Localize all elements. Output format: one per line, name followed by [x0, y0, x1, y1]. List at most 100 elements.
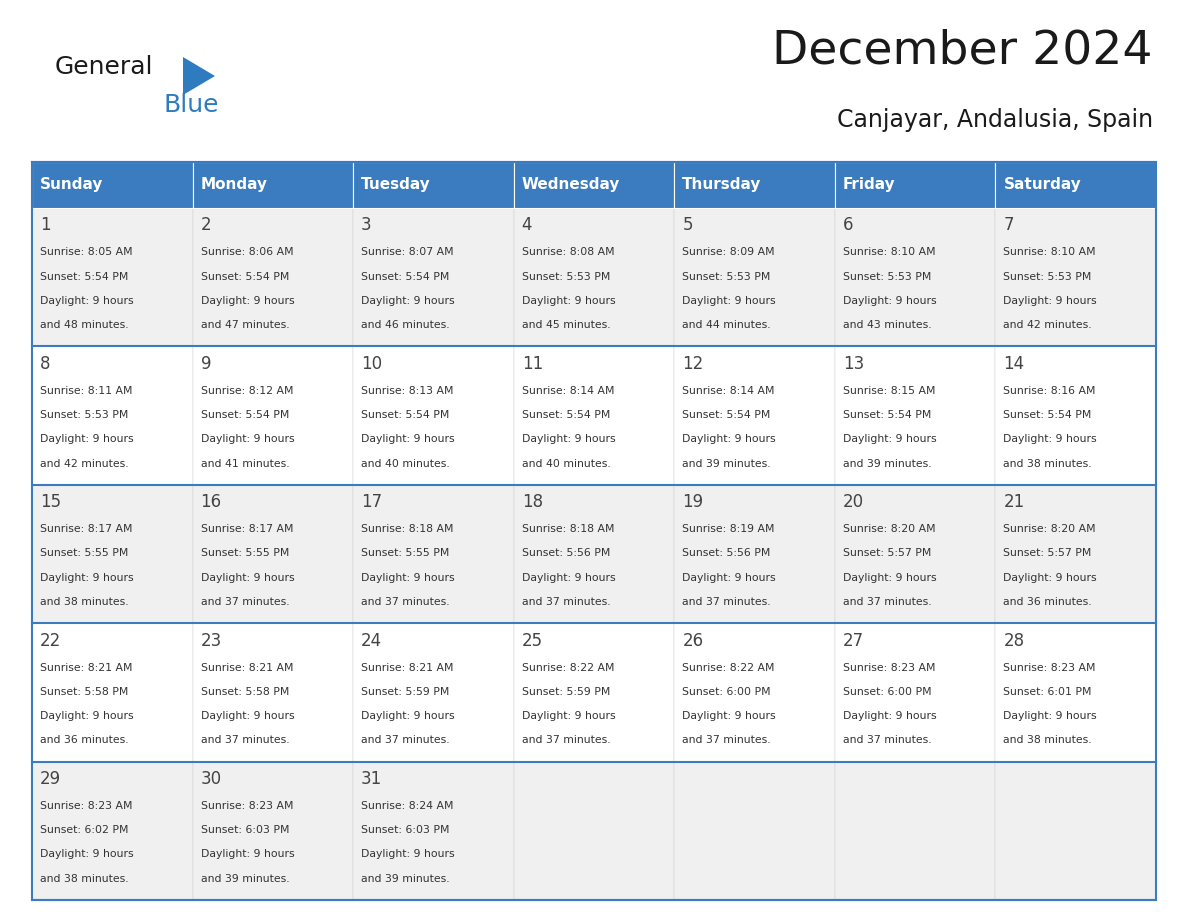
- Text: Sunrise: 8:06 AM: Sunrise: 8:06 AM: [201, 248, 293, 257]
- Text: Thursday: Thursday: [682, 177, 762, 193]
- Text: 26: 26: [682, 632, 703, 650]
- Bar: [835, 762, 996, 900]
- Text: and 42 minutes.: and 42 minutes.: [40, 458, 128, 468]
- Text: Sunrise: 8:05 AM: Sunrise: 8:05 AM: [40, 248, 133, 257]
- Text: 5: 5: [682, 217, 693, 234]
- Text: Daylight: 9 hours: Daylight: 9 hours: [361, 573, 455, 583]
- Bar: [996, 346, 1156, 485]
- Text: 12: 12: [682, 354, 703, 373]
- Text: Sunrise: 8:09 AM: Sunrise: 8:09 AM: [682, 248, 775, 257]
- Bar: [32, 162, 1156, 900]
- Text: Sunrise: 8:11 AM: Sunrise: 8:11 AM: [40, 386, 133, 396]
- Bar: [835, 162, 996, 208]
- Text: and 37 minutes.: and 37 minutes.: [842, 735, 931, 745]
- Bar: [32, 485, 192, 623]
- Bar: [192, 162, 353, 208]
- Text: Wednesday: Wednesday: [522, 177, 620, 193]
- Text: Daylight: 9 hours: Daylight: 9 hours: [682, 573, 776, 583]
- Text: Sunset: 5:59 PM: Sunset: 5:59 PM: [361, 687, 449, 697]
- Text: 31: 31: [361, 770, 383, 788]
- Text: Sunset: 5:53 PM: Sunset: 5:53 PM: [522, 272, 611, 282]
- Text: Sunset: 5:54 PM: Sunset: 5:54 PM: [842, 410, 931, 420]
- Bar: [192, 208, 353, 346]
- Bar: [675, 762, 835, 900]
- Text: Daylight: 9 hours: Daylight: 9 hours: [522, 296, 615, 306]
- Text: 14: 14: [1004, 354, 1024, 373]
- Text: 6: 6: [842, 217, 853, 234]
- Text: Daylight: 9 hours: Daylight: 9 hours: [201, 711, 295, 721]
- Text: 8: 8: [40, 354, 51, 373]
- Text: Daylight: 9 hours: Daylight: 9 hours: [682, 296, 776, 306]
- Text: Daylight: 9 hours: Daylight: 9 hours: [201, 573, 295, 583]
- Text: Daylight: 9 hours: Daylight: 9 hours: [842, 296, 936, 306]
- Text: Daylight: 9 hours: Daylight: 9 hours: [201, 849, 295, 859]
- Text: Sunset: 6:03 PM: Sunset: 6:03 PM: [361, 825, 450, 835]
- Text: Daylight: 9 hours: Daylight: 9 hours: [842, 573, 936, 583]
- Text: and 45 minutes.: and 45 minutes.: [522, 320, 611, 330]
- Bar: [835, 208, 996, 346]
- Text: Daylight: 9 hours: Daylight: 9 hours: [682, 711, 776, 721]
- Text: Sunrise: 8:17 AM: Sunrise: 8:17 AM: [40, 524, 133, 534]
- Bar: [835, 623, 996, 762]
- Text: 19: 19: [682, 493, 703, 511]
- Text: 10: 10: [361, 354, 383, 373]
- Text: and 39 minutes.: and 39 minutes.: [201, 874, 289, 884]
- Text: and 46 minutes.: and 46 minutes.: [361, 320, 450, 330]
- Text: Daylight: 9 hours: Daylight: 9 hours: [1004, 434, 1097, 444]
- Text: Tuesday: Tuesday: [361, 177, 431, 193]
- Text: Sunrise: 8:24 AM: Sunrise: 8:24 AM: [361, 801, 454, 811]
- Text: Sunrise: 8:17 AM: Sunrise: 8:17 AM: [201, 524, 293, 534]
- Text: Daylight: 9 hours: Daylight: 9 hours: [1004, 711, 1097, 721]
- Bar: [675, 162, 835, 208]
- Text: Sunset: 5:54 PM: Sunset: 5:54 PM: [522, 410, 611, 420]
- Text: and 40 minutes.: and 40 minutes.: [522, 458, 611, 468]
- Bar: [353, 623, 513, 762]
- Text: Sunset: 5:54 PM: Sunset: 5:54 PM: [361, 272, 449, 282]
- Text: Sunset: 5:54 PM: Sunset: 5:54 PM: [361, 410, 449, 420]
- Text: and 38 minutes.: and 38 minutes.: [1004, 458, 1092, 468]
- Text: 20: 20: [842, 493, 864, 511]
- Text: Daylight: 9 hours: Daylight: 9 hours: [361, 711, 455, 721]
- Text: Sunset: 5:53 PM: Sunset: 5:53 PM: [682, 272, 771, 282]
- Bar: [835, 485, 996, 623]
- Text: and 38 minutes.: and 38 minutes.: [1004, 735, 1092, 745]
- Bar: [513, 485, 675, 623]
- Text: Sunrise: 8:16 AM: Sunrise: 8:16 AM: [1004, 386, 1097, 396]
- Text: Daylight: 9 hours: Daylight: 9 hours: [361, 849, 455, 859]
- Text: 30: 30: [201, 770, 222, 788]
- Text: Daylight: 9 hours: Daylight: 9 hours: [682, 434, 776, 444]
- Bar: [32, 162, 192, 208]
- Text: and 42 minutes.: and 42 minutes.: [1004, 320, 1092, 330]
- Text: and 37 minutes.: and 37 minutes.: [682, 597, 771, 607]
- Text: and 37 minutes.: and 37 minutes.: [682, 735, 771, 745]
- Text: Sunset: 5:53 PM: Sunset: 5:53 PM: [1004, 272, 1092, 282]
- Text: Daylight: 9 hours: Daylight: 9 hours: [842, 711, 936, 721]
- Text: Sunrise: 8:23 AM: Sunrise: 8:23 AM: [842, 663, 935, 673]
- Text: Daylight: 9 hours: Daylight: 9 hours: [40, 573, 134, 583]
- Text: Daylight: 9 hours: Daylight: 9 hours: [361, 296, 455, 306]
- Text: Sunrise: 8:23 AM: Sunrise: 8:23 AM: [1004, 663, 1097, 673]
- Text: Sunset: 5:54 PM: Sunset: 5:54 PM: [1004, 410, 1092, 420]
- Text: Sunrise: 8:23 AM: Sunrise: 8:23 AM: [201, 801, 293, 811]
- Text: Sunset: 5:55 PM: Sunset: 5:55 PM: [361, 548, 449, 558]
- Text: 9: 9: [201, 354, 211, 373]
- Text: Sunrise: 8:18 AM: Sunrise: 8:18 AM: [361, 524, 454, 534]
- Bar: [675, 623, 835, 762]
- Bar: [675, 346, 835, 485]
- Text: 21: 21: [1004, 493, 1025, 511]
- Text: Daylight: 9 hours: Daylight: 9 hours: [1004, 296, 1097, 306]
- Bar: [513, 208, 675, 346]
- Text: Sunset: 5:54 PM: Sunset: 5:54 PM: [682, 410, 771, 420]
- Text: and 40 minutes.: and 40 minutes.: [361, 458, 450, 468]
- Text: 23: 23: [201, 632, 222, 650]
- Text: December 2024: December 2024: [772, 28, 1154, 73]
- Bar: [353, 762, 513, 900]
- Text: 22: 22: [40, 632, 62, 650]
- Text: and 37 minutes.: and 37 minutes.: [842, 597, 931, 607]
- Text: Sunset: 5:53 PM: Sunset: 5:53 PM: [842, 272, 931, 282]
- Text: Sunrise: 8:12 AM: Sunrise: 8:12 AM: [201, 386, 293, 396]
- Text: and 36 minutes.: and 36 minutes.: [40, 735, 128, 745]
- Text: Sunrise: 8:15 AM: Sunrise: 8:15 AM: [842, 386, 935, 396]
- Bar: [996, 623, 1156, 762]
- Text: and 48 minutes.: and 48 minutes.: [40, 320, 128, 330]
